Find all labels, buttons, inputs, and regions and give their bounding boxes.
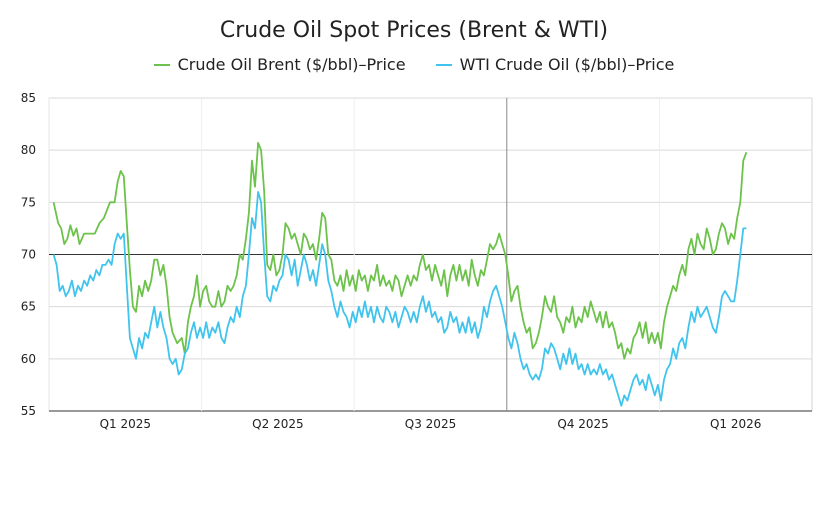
series-lines: [52, 142, 748, 407]
legend: Crude Oil Brent ($/bbl)–Price WTI Crude …: [0, 55, 828, 74]
legend-item-brent: Crude Oil Brent ($/bbl)–Price: [153, 55, 406, 74]
legend-swatch-brent: [153, 63, 170, 66]
grid: [48, 97, 813, 412]
y-tick-label: 55: [21, 404, 36, 418]
chart-title: Crude Oil Spot Prices (Brent & WTI): [219, 18, 609, 43]
y-tick-label: 75: [21, 195, 36, 209]
x-tick-label: Q1 2026: [710, 417, 761, 431]
series-line-wti: [52, 191, 747, 407]
x-tick-label: Q1 2025: [100, 417, 151, 431]
y-tick-label: 70: [21, 248, 36, 262]
series-line-brent: [52, 142, 748, 360]
x-axis-tick-labels: Q1 2025 Q2 2025 Q3 2025 Q4 2025 Q1 2026: [100, 417, 762, 431]
x-tick-label: Q4 2025: [557, 417, 608, 431]
y-axis-tick-labels: 55 60 65 70 75 80 85: [21, 91, 36, 418]
y-tick-label: 80: [21, 143, 36, 157]
y-tick-label: 85: [21, 91, 36, 105]
y-tick-label: 60: [21, 352, 36, 366]
legend-item-wti: WTI Crude Oil ($/bbl)–Price: [435, 55, 675, 74]
legend-swatch-wti: [435, 63, 452, 66]
legend-label-wti: WTI Crude Oil ($/bbl)–Price: [459, 55, 675, 74]
legend-label-brent: Crude Oil Brent ($/bbl)–Price: [177, 55, 406, 74]
x-tick-label: Q2 2025: [252, 417, 303, 431]
y-tick-label: 65: [21, 300, 36, 314]
x-tick-label: Q3 2025: [405, 417, 456, 431]
